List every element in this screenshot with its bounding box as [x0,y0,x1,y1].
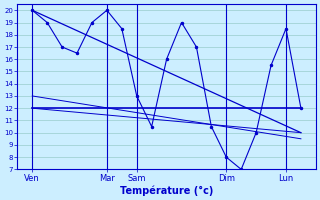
X-axis label: Température (°c): Température (°c) [120,185,213,196]
